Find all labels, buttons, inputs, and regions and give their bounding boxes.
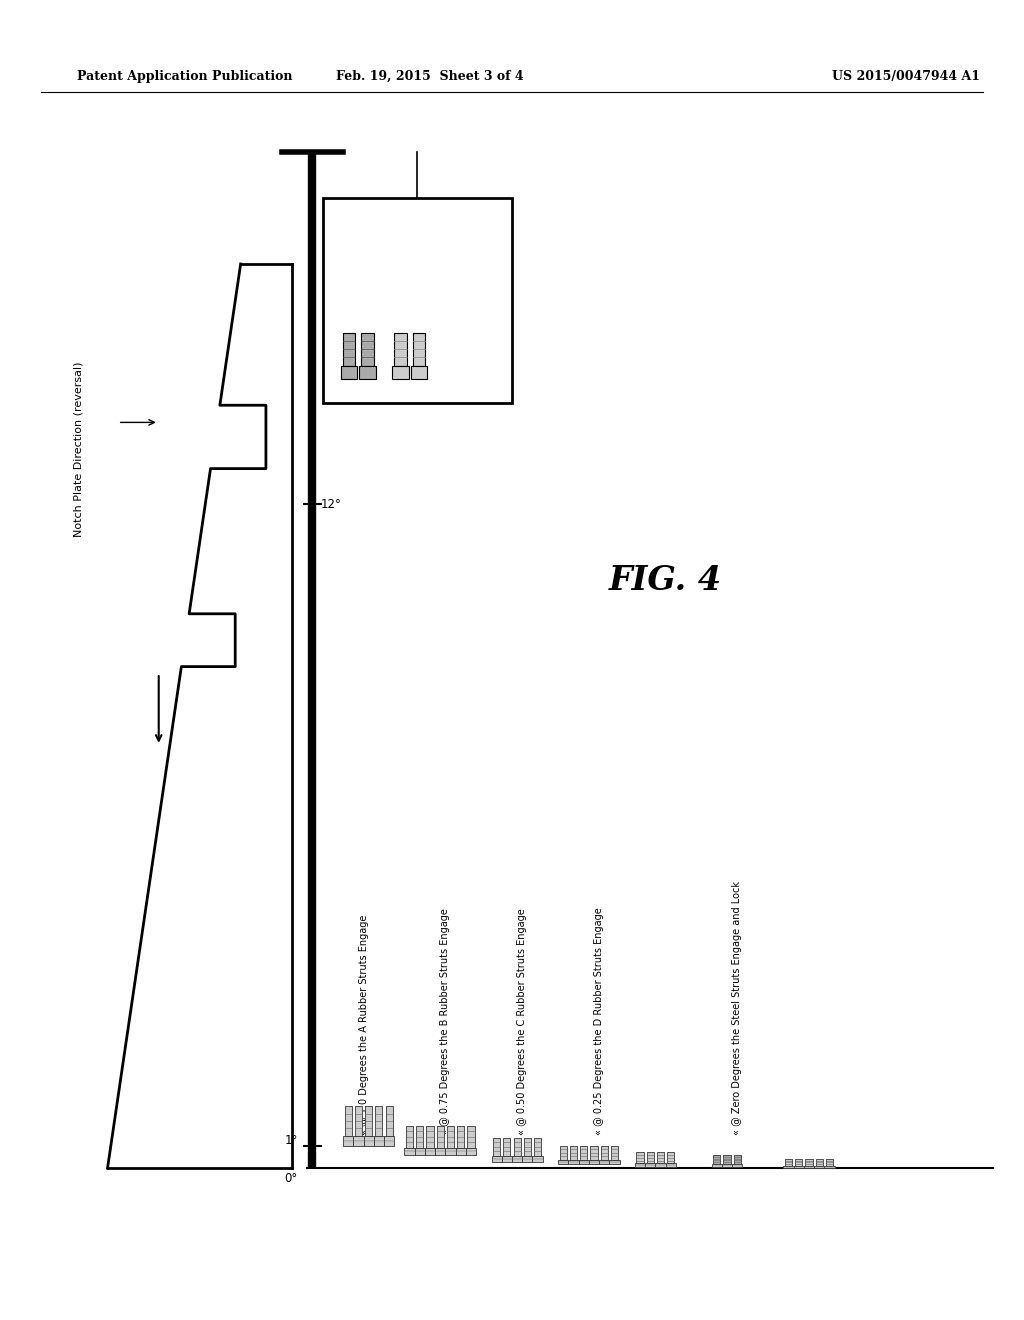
Bar	[568, 1160, 579, 1164]
Bar	[522, 1156, 532, 1162]
Text: Feb. 19, 2015  Sheet 3 of 4: Feb. 19, 2015 Sheet 3 of 4	[336, 70, 524, 83]
Bar	[445, 1147, 456, 1155]
Text: « @ Zero Degrees the Steel Struts Engage and Lock: « @ Zero Degrees the Steel Struts Engage…	[732, 882, 742, 1135]
Bar	[502, 1156, 512, 1162]
Text: « @ 0.50 Degrees the C Rubber Struts Engage: « @ 0.50 Degrees the C Rubber Struts Eng…	[517, 908, 527, 1135]
Bar	[365, 1106, 373, 1135]
Text: = Steel Strut: = Steel Strut	[358, 257, 369, 330]
Bar	[804, 1166, 814, 1168]
Bar	[814, 1166, 824, 1168]
Bar	[657, 1152, 665, 1163]
Bar	[558, 1160, 568, 1164]
Bar	[392, 366, 409, 379]
Bar	[655, 1163, 666, 1167]
Bar	[580, 1146, 588, 1160]
Text: US 2015/0047944 A1: US 2015/0047944 A1	[833, 70, 980, 83]
FancyBboxPatch shape	[323, 198, 512, 403]
Text: 12°: 12°	[321, 498, 341, 511]
Bar	[354, 1106, 362, 1135]
Bar	[600, 1146, 608, 1160]
Bar	[722, 1164, 732, 1167]
Bar	[413, 333, 425, 366]
Bar	[569, 1146, 578, 1160]
Text: « @ 0.25 Degrees the D Rubber Struts Engage: « @ 0.25 Degrees the D Rubber Struts Eng…	[594, 907, 604, 1135]
Bar	[785, 1159, 793, 1166]
Bar	[467, 1126, 474, 1147]
Bar	[513, 1138, 520, 1156]
Bar	[492, 1156, 502, 1162]
Bar	[532, 1156, 543, 1162]
Bar	[535, 1138, 541, 1156]
Bar	[647, 1152, 654, 1163]
Bar	[806, 1159, 813, 1166]
Bar	[637, 1152, 644, 1163]
Bar	[435, 1147, 445, 1155]
Bar	[733, 1155, 741, 1164]
Text: 1°: 1°	[285, 1134, 298, 1147]
Bar	[385, 1106, 392, 1135]
Bar	[824, 1166, 835, 1168]
Bar	[343, 1135, 353, 1146]
Bar	[732, 1164, 742, 1167]
Bar	[361, 333, 374, 366]
Text: = Rubber Strut: = Rubber Strut	[420, 257, 430, 342]
Bar	[406, 1126, 413, 1147]
Bar	[416, 1126, 424, 1147]
Bar	[794, 1166, 804, 1168]
Bar	[590, 1146, 598, 1160]
Text: 0°: 0°	[285, 1172, 298, 1185]
Bar	[375, 1106, 382, 1135]
Bar	[826, 1159, 834, 1166]
Bar	[504, 1138, 510, 1156]
Bar	[512, 1156, 522, 1162]
Bar	[344, 1106, 352, 1135]
Bar	[712, 1164, 722, 1167]
Bar	[579, 1160, 589, 1164]
Bar	[599, 1160, 609, 1164]
Bar	[783, 1166, 794, 1168]
Bar	[610, 1146, 618, 1160]
Bar	[796, 1159, 803, 1166]
Bar	[523, 1138, 530, 1156]
Bar	[559, 1146, 567, 1160]
Text: « @ 0.75 Degrees the B Rubber Struts Engage: « @ 0.75 Degrees the B Rubber Struts Eng…	[440, 908, 451, 1135]
Bar	[466, 1147, 476, 1155]
Bar	[404, 1147, 415, 1155]
Bar	[589, 1160, 599, 1164]
Bar	[457, 1126, 464, 1147]
Bar	[353, 1135, 364, 1146]
Bar	[384, 1135, 394, 1146]
Bar	[666, 1163, 676, 1167]
Bar	[494, 1138, 500, 1156]
Bar	[609, 1160, 620, 1164]
Bar	[343, 333, 355, 366]
Bar	[668, 1152, 675, 1163]
Bar	[456, 1147, 466, 1155]
Bar	[364, 1135, 374, 1146]
Bar	[359, 366, 376, 379]
Text: « @ 1.0 Degrees the A Rubber Struts Engage: « @ 1.0 Degrees the A Rubber Struts Enga…	[358, 915, 369, 1135]
Bar	[713, 1155, 721, 1164]
Bar	[436, 1126, 444, 1147]
Bar	[411, 366, 427, 379]
Bar	[446, 1126, 454, 1147]
Bar	[816, 1159, 823, 1166]
Bar	[394, 333, 407, 366]
Text: FIG. 4: FIG. 4	[609, 565, 722, 597]
Bar	[723, 1155, 731, 1164]
Bar	[415, 1147, 425, 1155]
Bar	[374, 1135, 384, 1146]
Text: Patent Application Publication: Patent Application Publication	[77, 70, 292, 83]
Bar	[635, 1163, 645, 1167]
Bar	[645, 1163, 655, 1167]
Bar	[426, 1126, 434, 1147]
Bar	[341, 366, 357, 379]
Bar	[425, 1147, 435, 1155]
Text: Notch Plate Direction (reversal): Notch Plate Direction (reversal)	[74, 362, 84, 536]
